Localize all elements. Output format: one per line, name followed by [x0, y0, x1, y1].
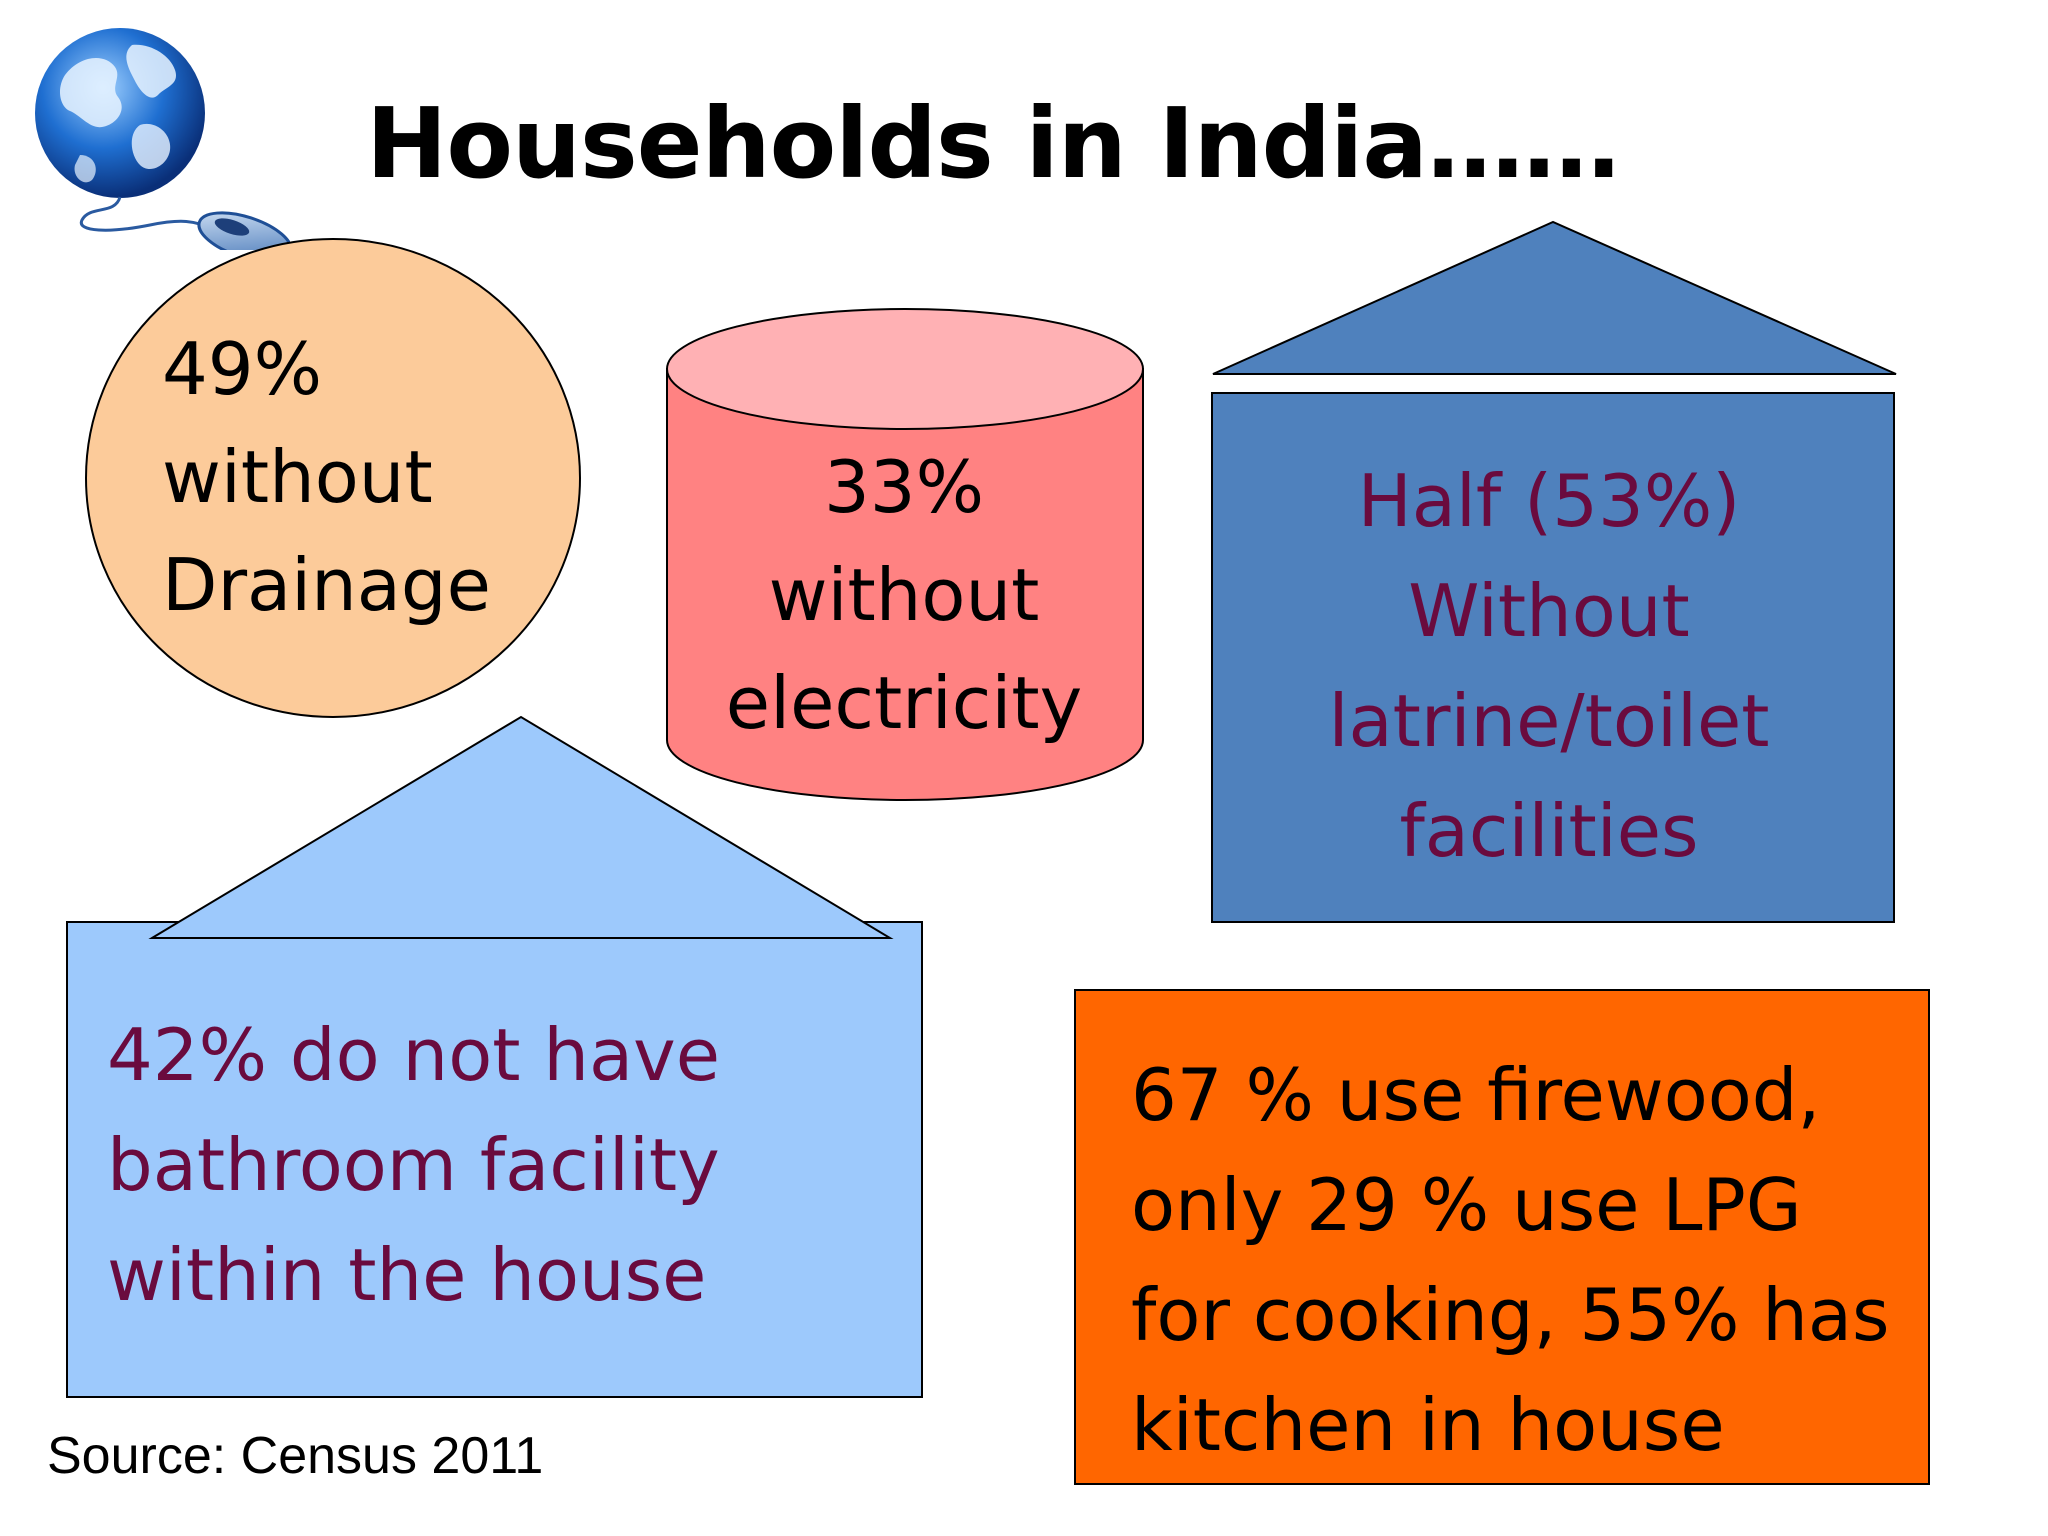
toilet-line-3: latrine/toilet [1328, 679, 1770, 763]
cooking-stat-text: 67 % use firewood, only 29 % use LPG for… [1131, 1040, 1890, 1480]
slide-title: Households in India…… [366, 87, 1620, 200]
toilet-line-1: Half (53%) [1357, 459, 1741, 543]
drainage-line-2: without [162, 435, 433, 519]
cooking-line-1: 67 % use firewood, [1131, 1053, 1821, 1137]
cooking-line-3: for cooking, 55% has [1131, 1273, 1890, 1357]
drainage-circle [85, 238, 581, 718]
toilet-house-shape [1211, 220, 1897, 923]
bathroom-line-2: bathroom facility [107, 1123, 720, 1207]
toilet-stat-text: Half (53%) Without latrine/toilet facili… [1211, 446, 1887, 886]
bathroom-line-3: within the house [107, 1233, 707, 1317]
bathroom-stat-text: 42% do not have bathroom facility within… [107, 1000, 720, 1330]
electricity-line-2: without [768, 553, 1040, 637]
bathroom-line-1: 42% do not have [107, 1013, 721, 1097]
electricity-cylinder [666, 308, 1144, 801]
electricity-line-1: 33% [823, 445, 985, 529]
source-note: Source: Census 2011 [47, 1427, 544, 1485]
cooking-line-2: only 29 % use LPG [1131, 1163, 1802, 1247]
electricity-stat-text: 33% without electricity [669, 433, 1139, 757]
electricity-line-3: electricity [725, 661, 1083, 745]
toilet-line-4: facilities [1399, 789, 1699, 873]
drainage-line-3: Drainage [162, 543, 491, 627]
toilet-line-2: Without [1408, 569, 1690, 653]
cooking-box [1074, 989, 1930, 1485]
cooking-line-4: kitchen in house [1131, 1383, 1725, 1467]
drainage-line-1: 49% [162, 327, 323, 411]
drainage-stat-text: 49% without Drainage [162, 315, 491, 639]
bathroom-house-shape [66, 715, 923, 1398]
